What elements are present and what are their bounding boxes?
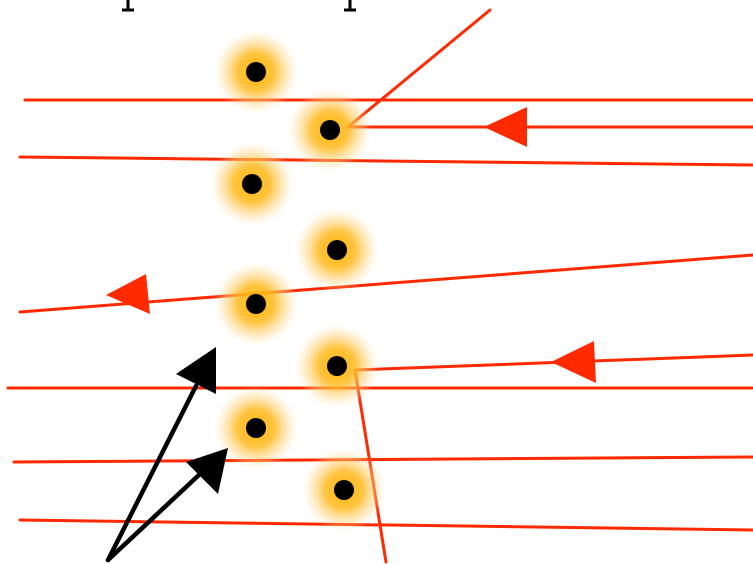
particle [295,324,379,408]
particle [210,142,294,226]
particle [288,88,372,172]
particle [214,262,298,346]
pointer-arrows [105,347,228,563]
arrowhead-ray-5 [551,341,596,383]
ray-arrowheads [106,107,596,383]
pointer-arrow-lower [105,448,228,563]
arrowhead-ray-4 [106,274,150,314]
ray-7 [12,455,753,464]
arrowhead-ray-2 [484,107,527,147]
top-mark-right [344,0,356,12]
ray-2-reflected [346,8,492,129]
top-marks [122,0,356,12]
particle [302,448,386,532]
ray-3 [18,155,753,167]
pointer-arrow-upper [105,347,216,563]
particle [214,386,298,470]
particle [295,208,379,292]
particles [210,30,386,532]
top-mark-left [122,0,134,12]
particle [214,30,298,114]
ray-8 [18,518,753,532]
